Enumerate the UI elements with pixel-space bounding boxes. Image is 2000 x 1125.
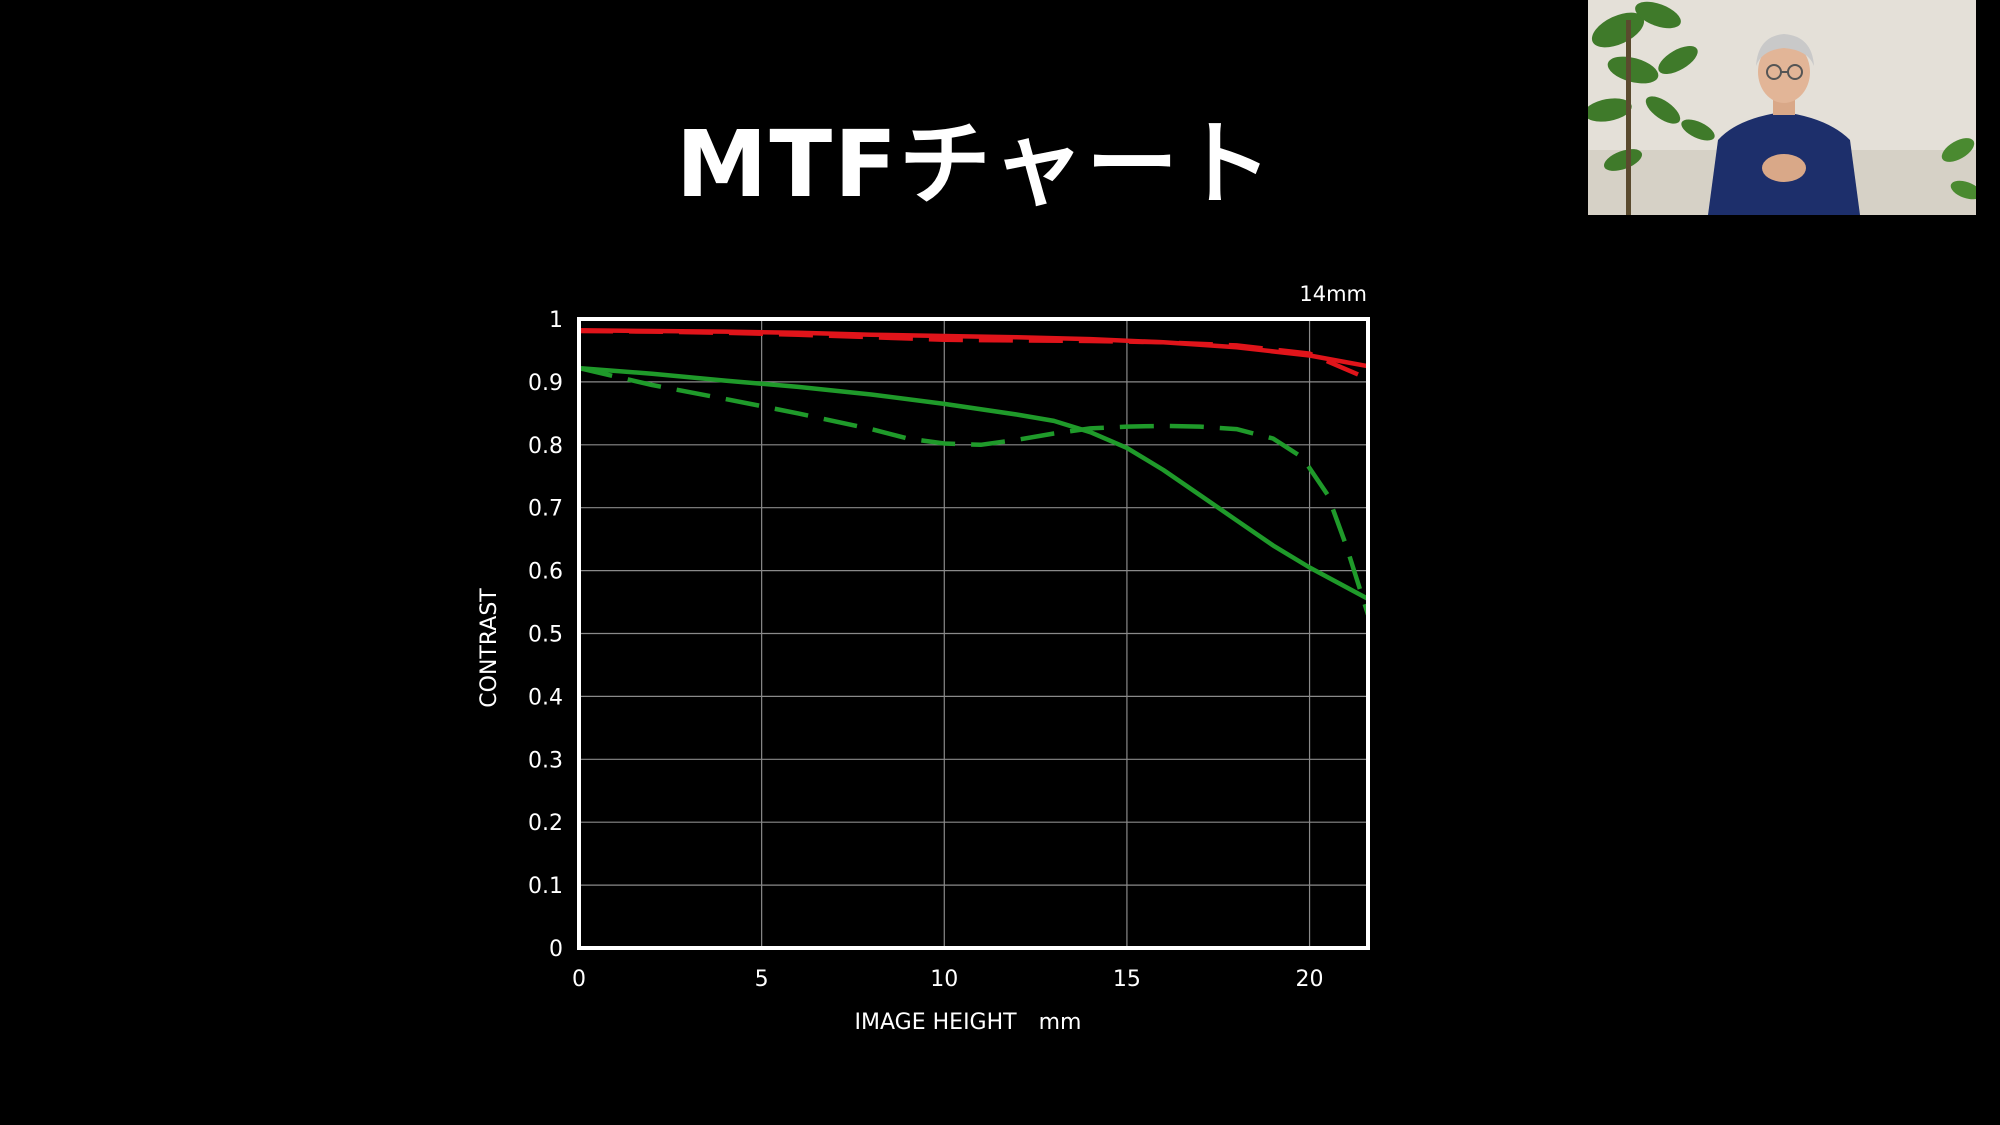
green-dashed-series-line xyxy=(578,365,1371,616)
y-tick-label: 0.2 xyxy=(528,811,563,836)
x-tick-label: 15 xyxy=(1113,967,1141,992)
grid-lines xyxy=(579,319,1368,948)
x-tick-label: 20 xyxy=(1296,967,1324,992)
green-solid-series-line xyxy=(578,365,1370,601)
y-tick-label: 0.9 xyxy=(528,371,563,396)
y-tick-label: 0.3 xyxy=(528,748,563,773)
tick-labels: 00.10.20.30.40.50.60.70.80.910 5 10 15 20 xyxy=(528,308,1324,992)
y-tick-label: 0.7 xyxy=(528,497,563,522)
series-lines xyxy=(578,328,1371,616)
y-axis-label: CONTRAST xyxy=(477,588,502,708)
y-tick-label: 1 xyxy=(549,308,563,333)
presenter-webcam xyxy=(1588,0,1976,215)
y-tick-label: 0.4 xyxy=(528,685,563,710)
y-tick-label: 0.8 xyxy=(528,434,563,459)
y-tick-label: 0.6 xyxy=(528,560,563,585)
x-tick-label: 10 xyxy=(930,967,958,992)
page-title: MTFチャート xyxy=(675,111,1275,218)
presenter-video-icon xyxy=(1588,0,1976,215)
y-tick-label: 0.5 xyxy=(528,623,563,648)
axes-frame xyxy=(577,317,1370,950)
y-tick-label: 0.1 xyxy=(528,874,563,899)
x-tick-label: 5 xyxy=(755,967,769,992)
plot-frame xyxy=(577,317,1370,950)
red-dashed-series-line xyxy=(578,328,1369,381)
x-tick-label: 0 xyxy=(572,967,586,992)
chart-annotation-focal-length: 14mm xyxy=(1299,282,1367,306)
y-tick-label: 0 xyxy=(549,937,563,962)
x-axis-label: IMAGE HEIGHT mm xyxy=(855,1010,1082,1035)
